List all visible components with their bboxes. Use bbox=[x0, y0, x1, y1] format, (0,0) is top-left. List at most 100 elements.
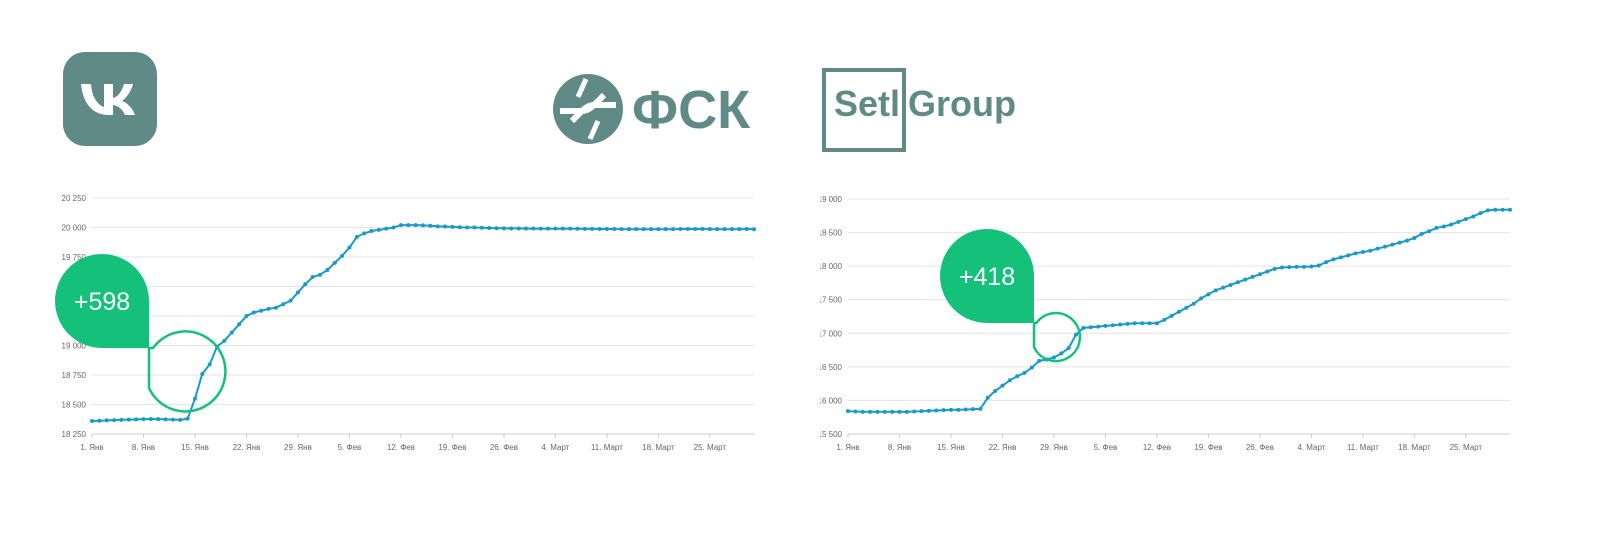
data-point bbox=[112, 418, 117, 423]
data-point bbox=[523, 226, 528, 231]
data-point bbox=[978, 406, 983, 411]
data-point bbox=[494, 226, 499, 231]
x-tick-label: 18. Март bbox=[1398, 443, 1431, 452]
data-point bbox=[890, 409, 895, 414]
annotation-loop bbox=[1032, 311, 1082, 363]
annotation-bubble bbox=[54, 253, 149, 348]
data-point bbox=[141, 417, 146, 422]
data-point bbox=[1191, 301, 1196, 306]
data-point bbox=[634, 227, 639, 232]
data-point bbox=[1250, 274, 1255, 279]
data-point bbox=[1125, 321, 1130, 326]
data-point bbox=[1500, 207, 1505, 212]
data-point bbox=[1478, 211, 1483, 216]
group-wordmark: Group bbox=[908, 83, 1016, 124]
x-tick-label: 25. Март bbox=[1450, 443, 1483, 452]
data-point bbox=[1419, 231, 1424, 236]
data-point bbox=[1272, 266, 1277, 271]
data-point bbox=[251, 310, 256, 315]
data-point bbox=[1228, 282, 1233, 287]
data-point bbox=[163, 417, 168, 422]
annotation-bubble bbox=[940, 228, 1034, 323]
data-point bbox=[516, 226, 521, 231]
data-point bbox=[729, 227, 734, 232]
data-point bbox=[237, 322, 242, 327]
data-point bbox=[406, 223, 411, 228]
data-point bbox=[192, 396, 197, 401]
data-point bbox=[1427, 229, 1432, 234]
data-point bbox=[1463, 217, 1468, 222]
data-point bbox=[868, 409, 873, 414]
fsk-wordmark: ФСК bbox=[632, 80, 751, 140]
data-point bbox=[457, 225, 462, 230]
data-point bbox=[465, 225, 470, 230]
data-point bbox=[310, 275, 315, 280]
setl-group-logo: Setl Group bbox=[822, 68, 1022, 152]
data-point bbox=[853, 409, 858, 414]
data-point bbox=[1177, 309, 1181, 314]
data-point bbox=[912, 409, 917, 414]
data-point bbox=[560, 226, 565, 231]
data-point bbox=[376, 227, 381, 232]
data-point bbox=[1213, 288, 1218, 293]
data-point bbox=[685, 227, 690, 232]
x-tick-label: 8. Янв bbox=[132, 443, 155, 452]
setl-frame bbox=[822, 68, 906, 150]
data-point bbox=[362, 231, 367, 236]
data-point bbox=[104, 418, 109, 423]
data-point bbox=[619, 227, 624, 232]
x-tick-label: 15. Янв bbox=[937, 443, 965, 452]
data-point bbox=[1508, 207, 1512, 212]
data-point bbox=[450, 224, 455, 229]
data-point bbox=[318, 272, 323, 277]
data-point bbox=[1162, 317, 1167, 322]
data-point bbox=[1154, 321, 1159, 326]
data-point bbox=[479, 225, 484, 230]
x-tick-label: 29. Янв bbox=[1040, 443, 1068, 452]
x-tick-label: 4. Март bbox=[541, 443, 569, 452]
data-point bbox=[1257, 272, 1262, 277]
data-point bbox=[273, 305, 278, 310]
data-point bbox=[325, 267, 330, 272]
x-tick-label: 1. Янв bbox=[80, 443, 103, 452]
data-point bbox=[259, 308, 264, 313]
data-point bbox=[1059, 351, 1064, 356]
data-point bbox=[266, 306, 271, 311]
x-tick-label: 12. Фев bbox=[387, 443, 415, 452]
data-point bbox=[200, 371, 205, 376]
data-point bbox=[295, 290, 300, 295]
data-point bbox=[1397, 240, 1402, 245]
data-point bbox=[126, 417, 131, 422]
data-point bbox=[963, 407, 968, 412]
data-point bbox=[354, 234, 359, 239]
data-point bbox=[875, 409, 880, 414]
data-point bbox=[1368, 248, 1373, 253]
data-point bbox=[1294, 264, 1299, 269]
data-point bbox=[443, 224, 448, 229]
data-point bbox=[846, 409, 850, 414]
fsk-logo: ФСК bbox=[552, 73, 772, 145]
data-point bbox=[1471, 214, 1476, 219]
data-point bbox=[222, 338, 227, 343]
data-point bbox=[971, 407, 976, 412]
data-point bbox=[568, 226, 573, 231]
data-point bbox=[904, 409, 909, 414]
data-point bbox=[119, 417, 124, 422]
data-point bbox=[948, 407, 953, 412]
data-point bbox=[707, 227, 712, 232]
data-point bbox=[752, 227, 756, 232]
data-point bbox=[1184, 305, 1189, 310]
y-tick-label: 19 000 bbox=[62, 342, 87, 351]
data-point bbox=[860, 409, 865, 414]
data-point bbox=[413, 223, 418, 228]
data-point bbox=[663, 227, 668, 232]
data-point bbox=[1493, 207, 1498, 212]
data-point bbox=[170, 417, 175, 422]
y-tick-label: 17 500 bbox=[820, 296, 843, 305]
data-point bbox=[1338, 255, 1343, 260]
data-point bbox=[229, 330, 234, 335]
data-point bbox=[1243, 277, 1248, 282]
y-tick-label: 20 250 bbox=[62, 194, 87, 203]
